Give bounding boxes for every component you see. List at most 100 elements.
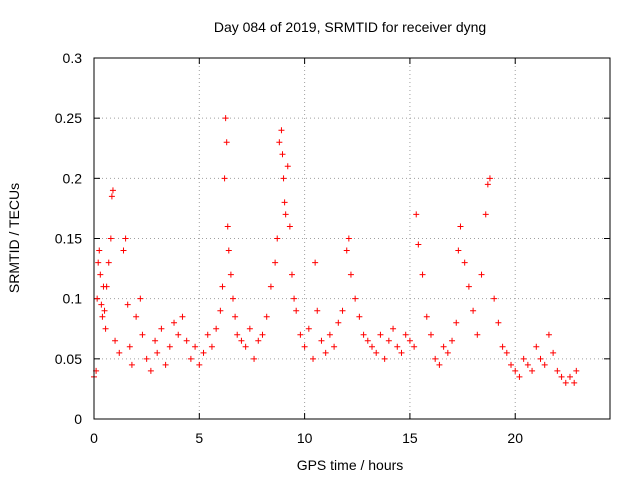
data-point <box>573 367 580 374</box>
data-point <box>453 319 460 326</box>
data-point <box>394 343 401 350</box>
data-point <box>98 301 105 308</box>
data-point <box>478 271 485 278</box>
chart-title: Day 084 of 2019, SRMTID for receiver dyn… <box>214 19 486 35</box>
data-point <box>360 331 367 338</box>
data-point <box>550 349 557 356</box>
data-point <box>449 337 456 344</box>
data-point <box>225 247 232 254</box>
data-point <box>291 295 298 302</box>
data-points <box>91 115 580 386</box>
data-point <box>137 295 144 302</box>
data-point <box>120 247 127 254</box>
data-point <box>533 343 540 350</box>
data-point <box>520 355 527 362</box>
data-point <box>171 319 178 326</box>
data-point <box>284 163 291 170</box>
y-axis-label: SRMTID / TECUs <box>6 183 22 293</box>
data-point <box>347 271 354 278</box>
data-point <box>432 355 439 362</box>
data-point <box>227 271 234 278</box>
data-point <box>312 259 319 266</box>
data-point <box>356 313 363 320</box>
data-point <box>529 367 536 374</box>
data-point <box>97 271 104 278</box>
data-point <box>279 151 286 158</box>
data-point <box>326 331 333 338</box>
data-point <box>96 247 103 254</box>
x-tick-label: 15 <box>402 430 418 446</box>
data-point <box>128 361 135 368</box>
y-tick-label: 0.3 <box>63 50 83 66</box>
data-point <box>217 307 224 314</box>
data-point <box>339 307 346 314</box>
data-point <box>470 307 477 314</box>
data-point <box>524 361 531 368</box>
data-point <box>223 139 230 146</box>
data-point <box>537 355 544 362</box>
data-point <box>147 367 154 374</box>
data-point <box>139 331 146 338</box>
data-point <box>331 343 338 350</box>
data-point <box>221 175 228 182</box>
data-point <box>297 331 304 338</box>
data-point <box>293 307 300 314</box>
data-point <box>95 259 102 266</box>
data-point <box>267 283 274 290</box>
data-point <box>571 379 578 386</box>
plot-frame <box>93 57 611 420</box>
data-point <box>101 307 108 314</box>
data-point <box>301 343 308 350</box>
y-tick-label: 0 <box>74 411 82 427</box>
x-tick-label: 10 <box>297 430 313 446</box>
data-point <box>222 115 229 122</box>
data-point <box>158 325 165 332</box>
x-axis-label: GPS time / hours <box>297 457 404 473</box>
data-point <box>281 199 288 206</box>
data-point <box>263 313 270 320</box>
data-point <box>419 271 426 278</box>
data-point <box>282 211 289 218</box>
data-point <box>436 361 443 368</box>
tick-labels: 0 5 10 15 20 0 0.05 0.1 0.15 0.2 0.25 0.3 <box>55 50 523 446</box>
data-point <box>286 223 293 230</box>
data-point <box>219 283 226 290</box>
data-point <box>562 379 569 386</box>
data-point <box>107 235 114 242</box>
data-point <box>238 337 245 344</box>
data-point <box>545 331 552 338</box>
data-point <box>566 373 573 380</box>
data-point <box>345 235 352 242</box>
data-point <box>276 139 283 146</box>
data-point <box>187 355 194 362</box>
data-point <box>440 343 447 350</box>
data-point <box>143 355 150 362</box>
data-point <box>246 325 253 332</box>
data-point <box>103 283 110 290</box>
data-point <box>423 313 430 320</box>
y-tick-label: 0.2 <box>63 170 83 186</box>
data-point <box>554 367 561 374</box>
y-tick-label: 0.05 <box>55 351 82 367</box>
data-point <box>288 271 295 278</box>
data-point <box>343 247 350 254</box>
data-point <box>484 181 491 188</box>
data-point <box>486 175 493 182</box>
data-point <box>192 343 199 350</box>
y-tick-label: 0.1 <box>63 291 83 307</box>
data-point <box>154 349 161 356</box>
data-point <box>364 337 371 344</box>
data-point <box>373 349 380 356</box>
data-point <box>411 343 418 350</box>
data-point <box>415 241 422 248</box>
data-point <box>122 235 129 242</box>
data-point <box>377 331 384 338</box>
data-point <box>272 259 279 266</box>
data-point <box>455 247 462 254</box>
data-point <box>162 361 169 368</box>
data-point <box>232 313 239 320</box>
data-point <box>133 313 140 320</box>
data-point <box>385 337 392 344</box>
data-point <box>234 331 241 338</box>
